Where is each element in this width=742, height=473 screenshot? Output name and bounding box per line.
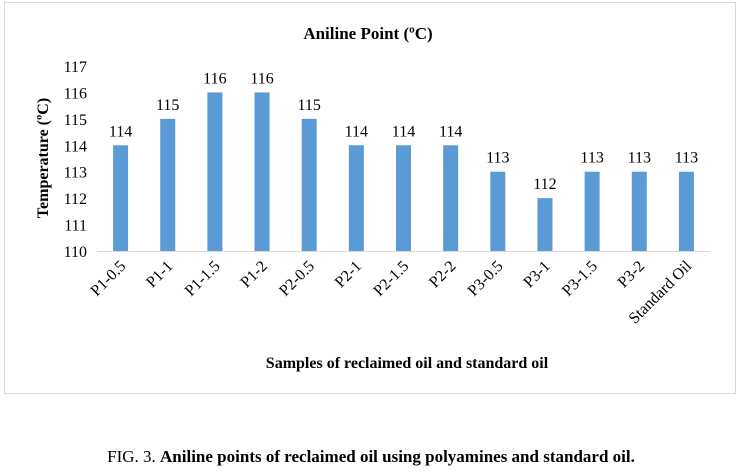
x-tick-label: P1-0.5 — [88, 258, 130, 300]
bar — [443, 145, 459, 251]
data-label: 114 — [392, 123, 415, 140]
bar — [348, 145, 364, 251]
x-tick-label: P1-2 — [237, 258, 270, 291]
y-axis-label: Temperature (ºC) — [35, 98, 52, 218]
y-tick-label: 114 — [64, 138, 87, 155]
x-tick-label: P2-2 — [426, 258, 459, 291]
bar — [301, 118, 317, 251]
y-tick-label: 112 — [64, 191, 87, 208]
bar — [584, 171, 600, 251]
bar — [160, 118, 176, 251]
x-tick-label: P3-1.5 — [559, 258, 601, 300]
bar — [207, 92, 223, 251]
x-axis-label: Samples of reclaimed oil and standard oi… — [266, 355, 549, 372]
data-label: 114 — [345, 123, 368, 140]
bar — [113, 145, 129, 251]
data-label: 115 — [297, 97, 320, 114]
data-label: 113 — [486, 150, 509, 167]
y-tick-label: 117 — [64, 59, 87, 76]
y-tick-label: 116 — [64, 85, 87, 102]
bar — [678, 171, 694, 251]
bars — [113, 92, 694, 251]
bar-chart: Aniline Point (ºC) Temperature (ºC) 1101… — [35, 24, 710, 372]
bar — [254, 92, 270, 251]
bar — [537, 198, 553, 251]
data-label: 113 — [580, 150, 603, 167]
chart-title: Aniline Point (ºC) — [303, 24, 432, 43]
data-label: 112 — [533, 176, 556, 193]
caption-prefix: FIG. 3. — [107, 447, 156, 466]
x-tick-label: P3-0.5 — [465, 258, 507, 300]
bar — [631, 171, 647, 251]
y-tick-label: 111 — [64, 218, 87, 235]
x-tick-label: P3-2 — [615, 258, 648, 291]
x-tick-label: P2-1.5 — [370, 258, 412, 300]
data-label: 114 — [109, 123, 132, 140]
data-label: 113 — [628, 150, 651, 167]
bar — [396, 145, 411, 251]
data-labels: 114 115 116 116 115 114 114 114 113 112 113 113 113 — [109, 70, 698, 193]
x-tick-label: P3-1 — [520, 258, 553, 291]
y-tick-label: 110 — [64, 244, 87, 261]
figure-caption: FIG. 3. Aniline points of reclaimed oil … — [0, 447, 742, 467]
data-label: 114 — [439, 123, 462, 140]
y-tick-label: 113 — [64, 165, 87, 182]
x-axis-ticks: P1-0.5 P1-1 P1-1.5 P1-2 P2-0.5 P2-1 P2-1.5 P2-2… — [88, 257, 696, 327]
bar — [490, 171, 506, 251]
x-tick-label: P1-1 — [143, 258, 176, 291]
data-label: 116 — [250, 70, 273, 87]
data-label: 116 — [203, 70, 226, 87]
x-tick-label: P1-1.5 — [182, 258, 224, 300]
x-tick-label: P2-0.5 — [276, 258, 318, 300]
x-tick-label: P2-1 — [332, 258, 365, 291]
data-label: 115 — [156, 97, 179, 114]
y-axis-ticks: 110 111 112 113 114 115 116 117 — [64, 59, 87, 261]
y-tick-label: 115 — [64, 112, 87, 129]
caption-text: Aniline points of reclaimed oil using po… — [160, 447, 635, 466]
data-label: 113 — [675, 150, 698, 167]
